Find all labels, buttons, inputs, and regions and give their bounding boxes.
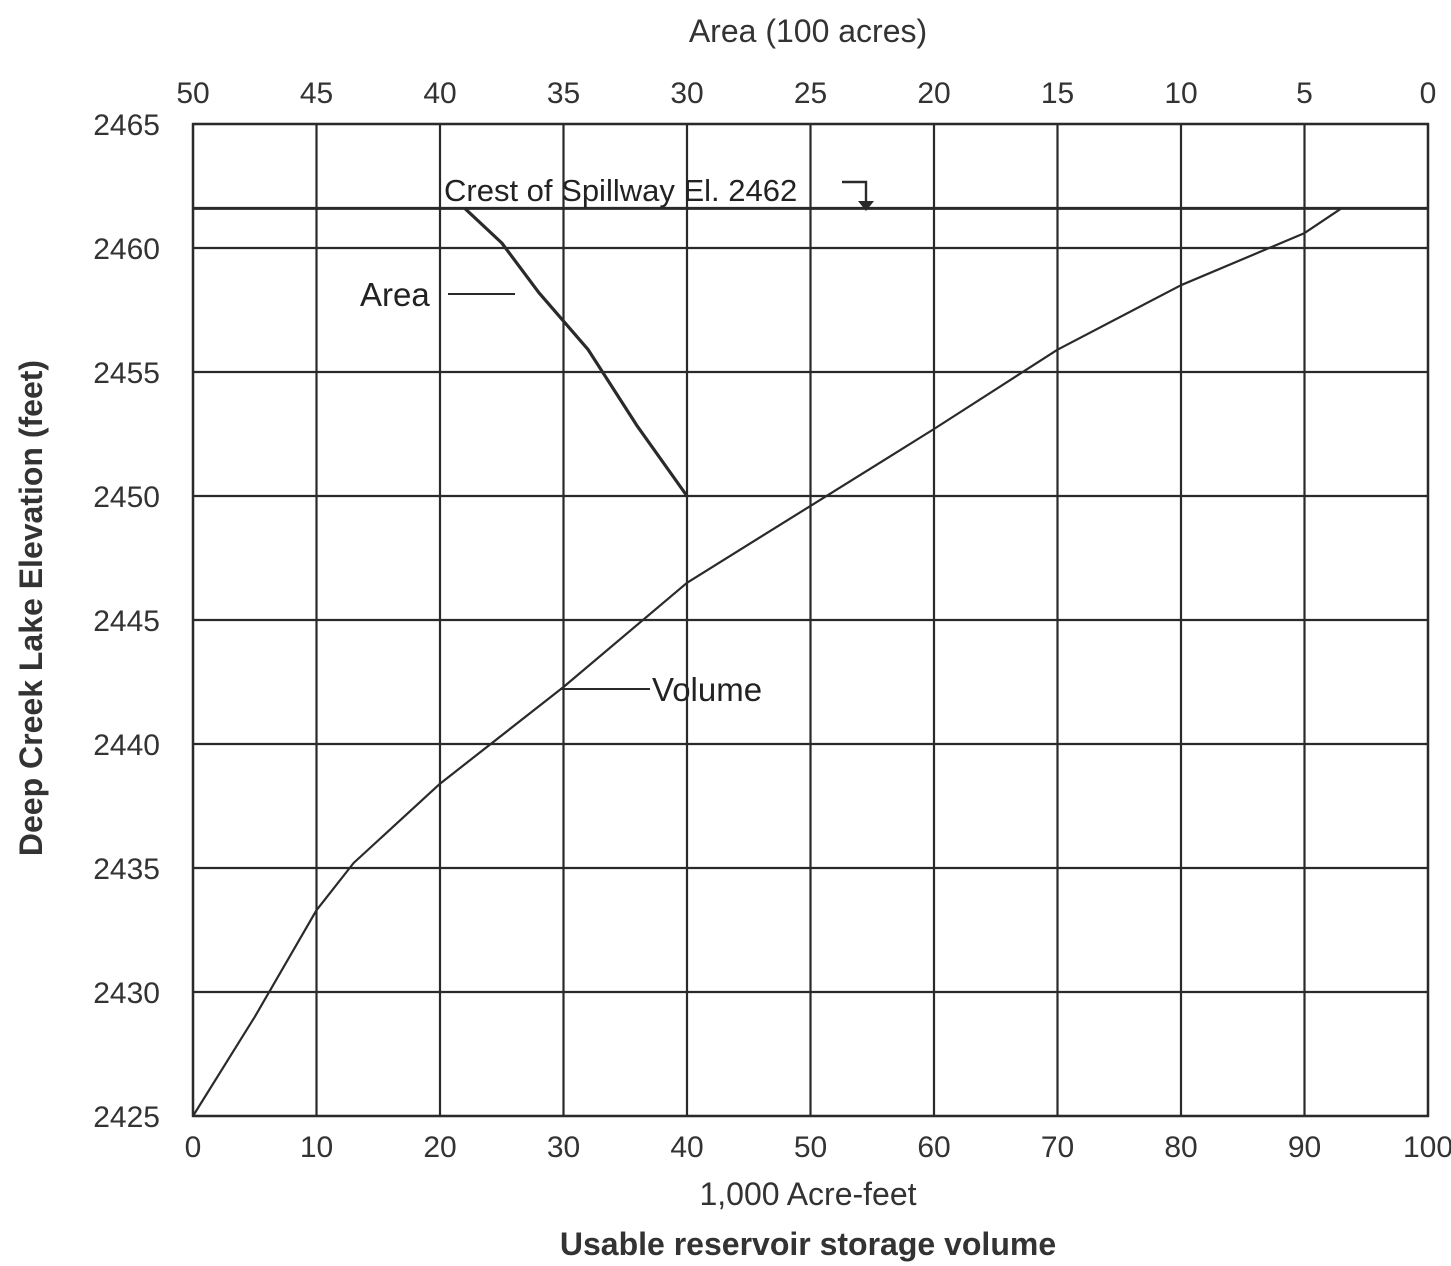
spillway-annotation: Crest of Spillway El. 2462 <box>444 173 797 208</box>
x-tick-label: 40 <box>670 1131 703 1164</box>
x-tick-label: 10 <box>300 1131 333 1164</box>
x2-tick-label: 0 <box>1420 77 1437 110</box>
x2-tick-label: 50 <box>176 77 209 110</box>
x-tick-label: 70 <box>1041 1131 1074 1164</box>
x2-tick-label: 20 <box>917 77 950 110</box>
x-tick-label: 0 <box>185 1131 202 1164</box>
series-lines <box>192 207 1343 1117</box>
x-tick-labels: 0 10 20 30 40 50 60 70 80 90 100 <box>185 1131 1451 1164</box>
x-tick-label: 50 <box>794 1131 827 1164</box>
y-tick-label: 2460 <box>93 233 160 266</box>
series-line-area <box>463 207 689 497</box>
y-axis-title: Deep Creek Lake Elevation (feet) <box>13 360 49 856</box>
area-annotation: Area <box>360 276 430 313</box>
x-tick-label: 20 <box>423 1131 456 1164</box>
spillway-arrow-icon <box>842 180 868 203</box>
x-tick-label: 90 <box>1288 1131 1321 1164</box>
x2-tick-label: 25 <box>794 77 827 110</box>
spillway-arrowhead-icon <box>858 201 874 211</box>
y-tick-label: 2455 <box>93 357 160 390</box>
x-tick-label: 60 <box>917 1131 950 1164</box>
x2-tick-label: 10 <box>1164 77 1197 110</box>
volume-annotation: Volume <box>652 671 762 708</box>
x2-tick-label: 35 <box>547 77 580 110</box>
y-tick-label: 2445 <box>93 605 160 638</box>
x-axis-title: 1,000 Acre-feet <box>699 1176 916 1212</box>
y-tick-labels: 2425 2430 2435 2440 2445 2450 2455 2460 2465 <box>93 109 160 1134</box>
x2-axis-title: Area (100 acres) <box>689 13 927 49</box>
x-tick-label: 30 <box>547 1131 580 1164</box>
y-tick-label: 2465 <box>93 109 160 142</box>
y-tick-label: 2430 <box>93 977 160 1010</box>
x-tick-label: 80 <box>1164 1131 1197 1164</box>
x-tick-label: 100 <box>1403 1131 1451 1164</box>
series-line-volume <box>192 207 1343 1117</box>
x2-tick-labels: 50 45 40 35 30 25 20 15 10 5 0 <box>176 77 1436 110</box>
x2-tick-label: 40 <box>423 77 456 110</box>
y-tick-label: 2440 <box>93 729 160 762</box>
plot-frame <box>191 122 1430 1118</box>
y-tick-label: 2450 <box>93 481 160 514</box>
y-tick-label: 2425 <box>93 1101 160 1134</box>
x-axis-subtitle: Usable reservoir storage volume <box>560 1226 1056 1262</box>
x2-tick-label: 45 <box>300 77 333 110</box>
y-tick-label: 2435 <box>93 853 160 886</box>
grid-lines <box>191 122 1430 1118</box>
x2-tick-label: 30 <box>670 77 703 110</box>
x2-tick-label: 15 <box>1041 77 1074 110</box>
x2-tick-label: 5 <box>1296 77 1313 110</box>
